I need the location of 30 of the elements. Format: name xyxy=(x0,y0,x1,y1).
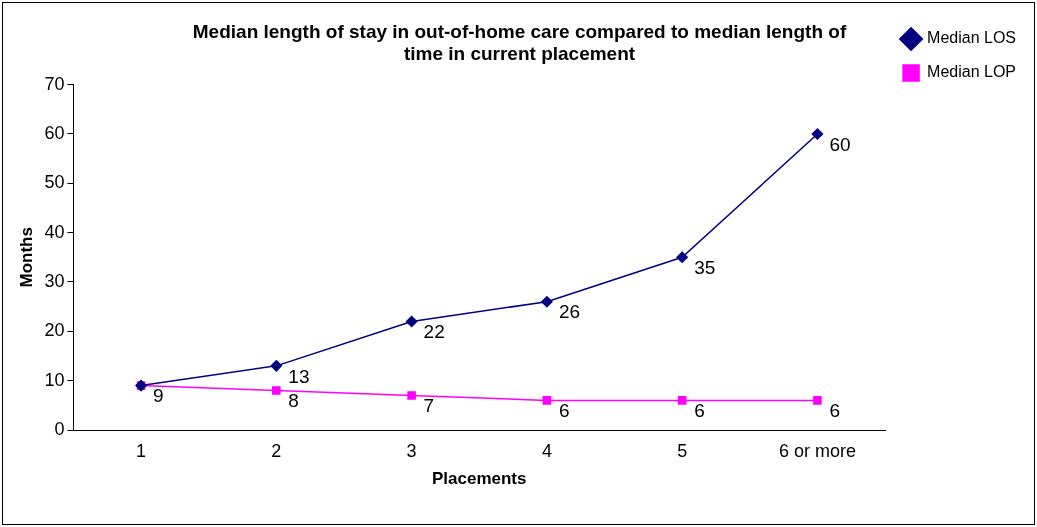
data-label: 6 xyxy=(829,400,840,422)
y-tick-label: 30 xyxy=(44,270,65,291)
x-tick-label: 3 xyxy=(406,440,417,461)
data-label: 35 xyxy=(694,257,716,279)
y-tick-label: 20 xyxy=(44,320,65,341)
x-tick-label: 6 or more xyxy=(778,440,856,461)
y-tick-label: 40 xyxy=(44,221,65,242)
y-tick-label: 70 xyxy=(44,73,65,94)
data-label: 8 xyxy=(288,390,299,412)
chart-title: Median length of stay in out-of-home care compared to median length of time in current placement xyxy=(192,20,847,65)
y-tick-label: 50 xyxy=(44,172,65,193)
data-label: 6 xyxy=(694,400,705,422)
y-axis-title: Months xyxy=(16,227,36,288)
legend-label: Median LOS xyxy=(927,29,1016,47)
data-label: 9 xyxy=(153,385,164,407)
x-tick-label: 1 xyxy=(136,440,147,461)
x-tick-label: 5 xyxy=(677,440,688,461)
data-label: 60 xyxy=(829,133,851,155)
y-tick-label: 0 xyxy=(54,418,65,439)
data-label: 22 xyxy=(423,321,445,343)
legend-label: Median LOP xyxy=(927,63,1016,81)
x-tick-label: 4 xyxy=(541,440,552,461)
x-axis-title: Placements xyxy=(431,469,527,489)
data-label: 6 xyxy=(558,400,570,422)
y-tick-label: 60 xyxy=(44,122,65,143)
data-label: 26 xyxy=(558,301,581,323)
data-label: 13 xyxy=(288,365,310,387)
x-tick-label: 2 xyxy=(271,440,282,461)
y-tick-label: 10 xyxy=(44,369,65,390)
data-label: 7 xyxy=(423,395,435,417)
